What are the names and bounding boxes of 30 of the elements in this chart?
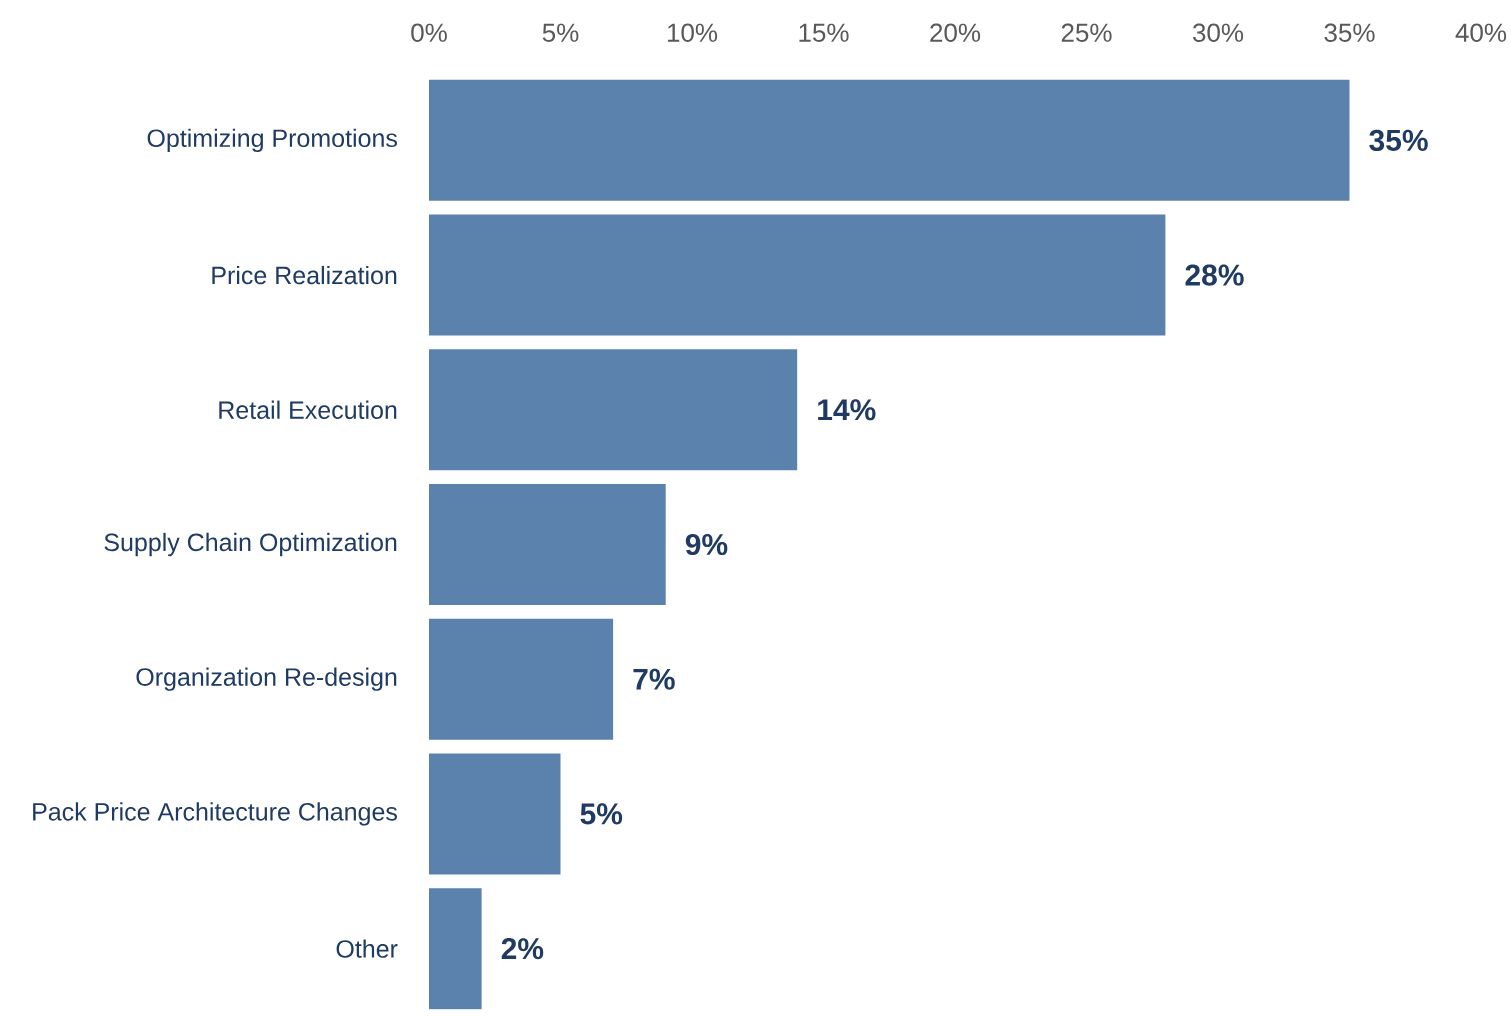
y-tick-label: Pack Price Architecture Changes [33,802,397,826]
x-tick-label: 40% [1455,23,1507,42]
bar [429,753,561,875]
x-tick-label: 20% [930,23,981,42]
data-label: 35% [1369,129,1428,152]
x-tick-label: 30% [1192,23,1244,42]
x-tick-label: 35% [1324,23,1375,42]
bar [429,484,666,605]
y-tick-label: Retail Execution [219,400,397,419]
y-tick-label: Organization Re-design [136,667,397,691]
x-tick-label: 25% [1061,23,1112,42]
data-label: 28% [1185,264,1244,286]
bar [429,214,1166,336]
data-label: 2% [501,938,544,960]
y-tick-label: Optimizing Promotions [147,128,397,152]
x-tick-label: 0% [411,23,447,42]
bar [429,349,798,471]
bar [429,79,1350,201]
y-tick-label: Supply Chain Optimization [104,532,397,557]
x-tick-label: 5% [542,23,579,42]
bar [429,888,482,1010]
x-tick-label: 15% [799,23,849,42]
y-tick-label: Other [336,939,398,958]
data-label: 7% [633,668,675,690]
data-label: 14% [818,399,876,421]
x-tick-label: 10% [667,23,718,42]
data-label: 5% [580,803,623,825]
y-tick-label: Price Realization [212,265,397,285]
bar [429,618,614,740]
data-label: 9% [685,533,728,556]
